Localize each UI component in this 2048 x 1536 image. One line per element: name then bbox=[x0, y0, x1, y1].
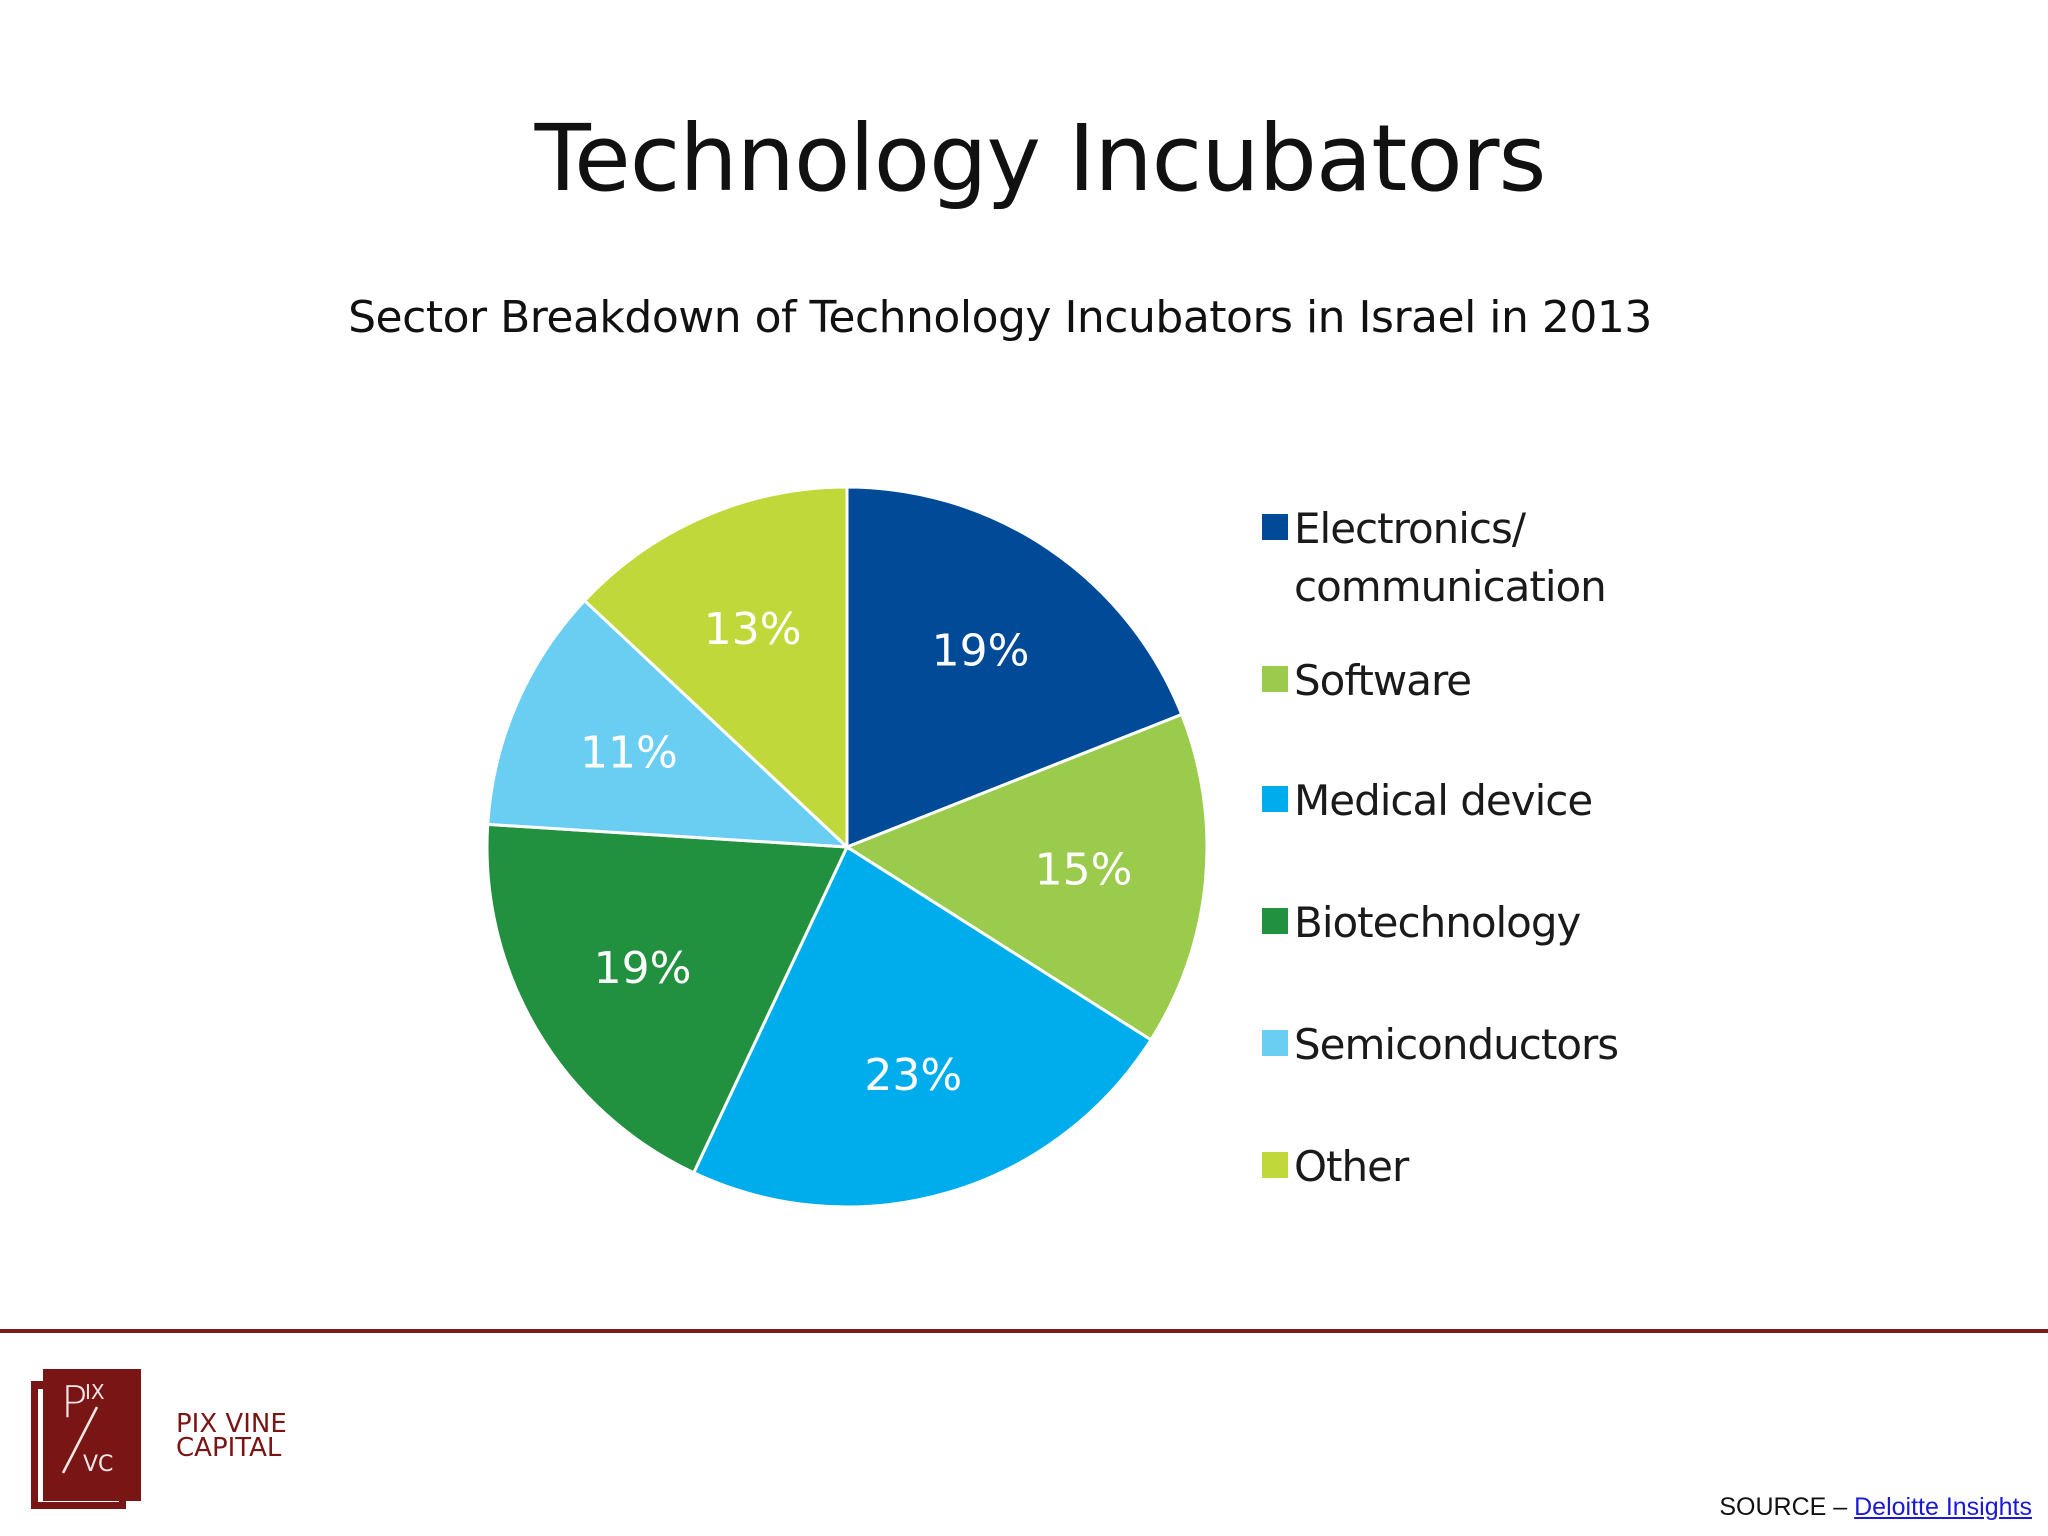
slide-title: Technology Incubators bbox=[534, 105, 1547, 212]
chart-subtitle: Sector Breakdown of Technology Incubator… bbox=[348, 292, 1652, 343]
legend-item-other: Other bbox=[1262, 1138, 1409, 1196]
source-link[interactable]: Deloitte Insights bbox=[1854, 1493, 2032, 1521]
brand-name: PIX VINE CAPITAL bbox=[176, 1409, 287, 1463]
legend-swatch bbox=[1262, 908, 1288, 934]
pie-slice bbox=[691, 844, 1154, 1209]
pix-vine-logo-icon: P IX VC bbox=[31, 1369, 141, 1509]
legend-swatch bbox=[1262, 666, 1288, 692]
svg-text:IX: IX bbox=[85, 1380, 105, 1404]
legend-item-semiconductors: Semiconductors bbox=[1262, 1016, 1619, 1074]
pie-slice bbox=[485, 822, 850, 1175]
slice-percent-label: 19% bbox=[594, 943, 692, 994]
legend-swatch bbox=[1262, 1030, 1288, 1056]
source-prefix: SOURCE – bbox=[1719, 1493, 1855, 1521]
svg-text:P: P bbox=[61, 1377, 88, 1428]
legend-item-biotechnology: Biotechnology bbox=[1262, 894, 1581, 952]
legend-item-medical-device: Medical device bbox=[1262, 772, 1593, 830]
legend-label: Software bbox=[1294, 656, 1472, 705]
pie-slice bbox=[845, 485, 1184, 850]
pie-slice bbox=[843, 712, 1209, 1042]
svg-text:VC: VC bbox=[83, 1452, 113, 1477]
legend-item-software: Software bbox=[1262, 652, 1472, 710]
legend-swatch bbox=[1262, 1152, 1288, 1178]
pie-slices bbox=[485, 485, 1209, 1209]
slice-percent-label: 19% bbox=[932, 625, 1030, 676]
pie-slice bbox=[486, 598, 852, 849]
slice-percent-label: 13% bbox=[704, 604, 802, 655]
pie-slice bbox=[582, 485, 849, 851]
legend-swatch bbox=[1262, 786, 1288, 812]
legend-label: Biotechnology bbox=[1294, 898, 1581, 947]
legend-swatch bbox=[1262, 514, 1288, 540]
legend-label: Other bbox=[1294, 1142, 1409, 1191]
footer-divider bbox=[0, 1329, 2048, 1333]
legend-label: Electronics/communication bbox=[1294, 504, 1607, 611]
pie-chart: 19% 15% 23% 19% 11% 13% bbox=[485, 485, 1209, 1209]
legend-label: Semiconductors bbox=[1294, 1020, 1619, 1069]
legend-item-electronics: Electronics/communication bbox=[1262, 500, 1607, 616]
legend-label: Medical device bbox=[1294, 776, 1593, 825]
slice-percent-label: 11% bbox=[580, 728, 678, 779]
slice-percent-label: 23% bbox=[864, 1050, 962, 1101]
pie-labels: 19% 15% 23% 19% 11% 13% bbox=[580, 604, 1132, 1101]
source-citation: SOURCE – Deloitte Insights bbox=[1719, 1493, 2032, 1522]
slice-percent-label: 15% bbox=[1035, 844, 1133, 895]
